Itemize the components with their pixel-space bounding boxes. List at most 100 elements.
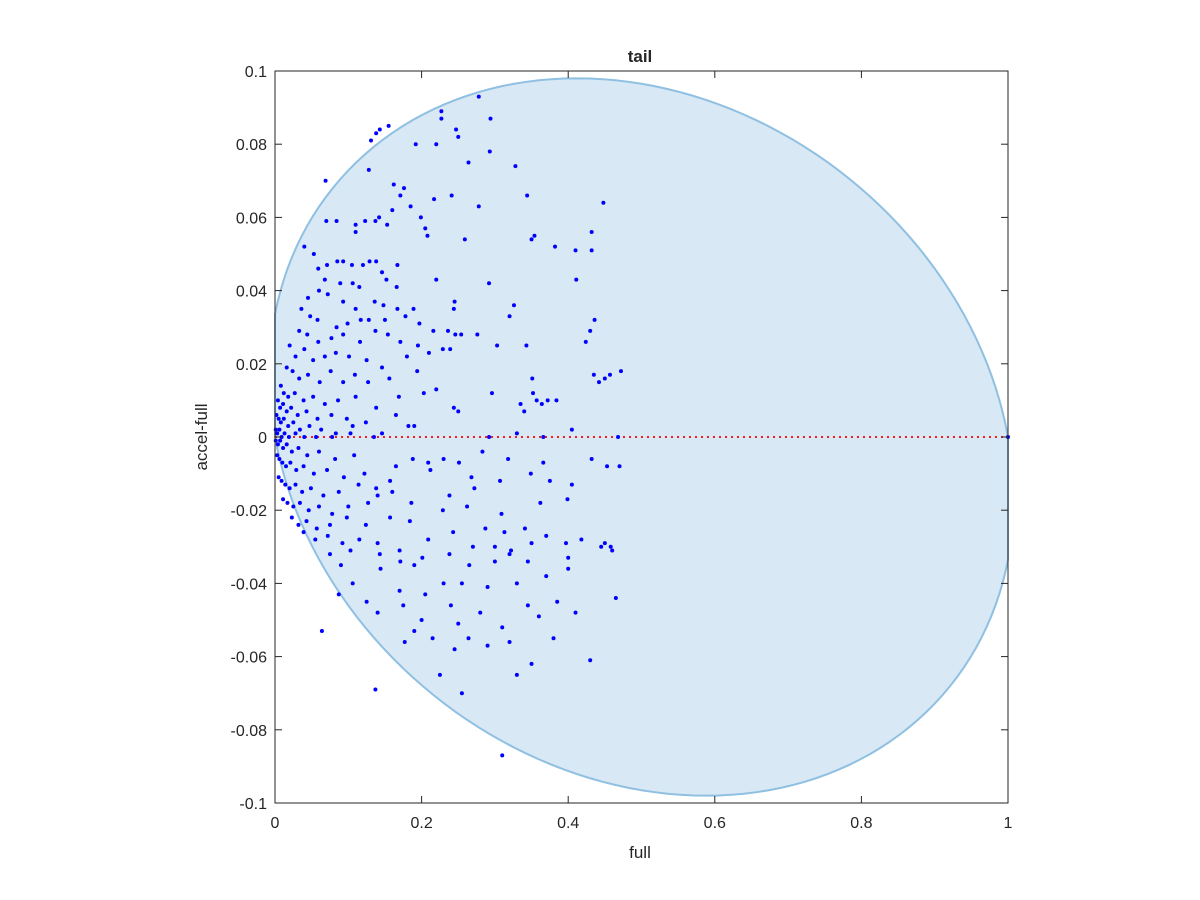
data-point bbox=[544, 533, 549, 538]
data-point bbox=[324, 219, 329, 224]
data-point bbox=[412, 628, 417, 633]
data-point bbox=[421, 391, 426, 396]
data-point bbox=[364, 358, 369, 363]
data-point bbox=[403, 314, 408, 319]
data-point bbox=[390, 489, 395, 494]
data-point bbox=[588, 658, 593, 663]
data-point bbox=[579, 537, 584, 542]
data-point bbox=[592, 317, 597, 322]
data-point bbox=[480, 449, 485, 454]
data-point bbox=[357, 284, 362, 289]
data-point bbox=[478, 610, 483, 615]
data-point bbox=[377, 127, 382, 132]
data-point bbox=[275, 442, 280, 447]
data-point bbox=[363, 219, 368, 224]
data-point bbox=[286, 424, 291, 429]
data-point bbox=[445, 328, 450, 333]
data-point bbox=[469, 475, 474, 480]
data-point bbox=[281, 402, 286, 407]
y-axis-ticks: -0.1 -0.08 -0.06 -0.04 -0.02 0 0.02 0.04 0.06 0.0… bbox=[231, 64, 1008, 813]
data-point bbox=[402, 639, 407, 644]
data-point bbox=[363, 522, 368, 527]
data-point bbox=[385, 332, 390, 337]
data-point bbox=[276, 475, 281, 480]
data-point bbox=[525, 603, 530, 608]
data-point bbox=[573, 610, 578, 615]
data-point bbox=[545, 398, 550, 403]
data-point bbox=[589, 456, 594, 461]
data-point bbox=[483, 526, 488, 531]
data-point bbox=[366, 317, 371, 322]
data-point bbox=[449, 193, 454, 198]
data-point bbox=[366, 380, 371, 385]
data-point bbox=[280, 460, 285, 465]
data-point bbox=[281, 497, 286, 502]
data-point bbox=[448, 603, 453, 608]
data-point bbox=[507, 639, 512, 644]
data-point bbox=[395, 306, 400, 311]
data-point bbox=[301, 464, 306, 469]
data-point bbox=[385, 222, 390, 227]
data-point bbox=[547, 478, 552, 483]
data-point bbox=[281, 416, 286, 421]
data-point bbox=[452, 647, 457, 652]
data-point bbox=[353, 222, 358, 227]
data-point bbox=[333, 431, 338, 436]
data-point bbox=[288, 460, 293, 465]
data-point bbox=[452, 299, 457, 304]
data-point bbox=[348, 548, 353, 553]
x-tick-label: 0.2 bbox=[410, 815, 432, 832]
data-point bbox=[325, 262, 330, 267]
data-point bbox=[456, 621, 461, 626]
data-point bbox=[397, 588, 402, 593]
data-point bbox=[502, 530, 507, 535]
data-point bbox=[304, 409, 309, 414]
data-point bbox=[499, 511, 504, 516]
data-point bbox=[410, 456, 415, 461]
data-point bbox=[374, 405, 379, 410]
data-point bbox=[336, 489, 341, 494]
data-point bbox=[487, 435, 492, 439]
data-point bbox=[327, 552, 332, 557]
data-point bbox=[566, 566, 571, 571]
data-point bbox=[344, 515, 349, 520]
data-point bbox=[423, 226, 428, 231]
data-point bbox=[319, 628, 324, 633]
data-point bbox=[305, 295, 310, 300]
data-point bbox=[412, 563, 417, 568]
data-point bbox=[353, 230, 358, 235]
data-point bbox=[348, 431, 353, 436]
data-point bbox=[293, 482, 298, 487]
data-point bbox=[434, 277, 439, 282]
data-point bbox=[305, 332, 310, 337]
data-point bbox=[291, 420, 296, 425]
data-point bbox=[294, 467, 299, 472]
data-point bbox=[286, 435, 291, 439]
data-point bbox=[278, 405, 283, 410]
data-point bbox=[439, 109, 444, 114]
data-point bbox=[387, 376, 392, 381]
data-point bbox=[350, 581, 355, 586]
data-point bbox=[538, 500, 543, 505]
data-point bbox=[437, 672, 442, 677]
data-point bbox=[325, 292, 330, 297]
data-point bbox=[398, 193, 403, 198]
data-point bbox=[531, 391, 536, 396]
data-point bbox=[273, 438, 278, 443]
data-point bbox=[514, 581, 519, 586]
data-point bbox=[434, 387, 439, 392]
y-tick-label: -0.02 bbox=[231, 503, 268, 520]
data-point bbox=[287, 486, 292, 491]
data-point bbox=[316, 266, 321, 271]
data-point bbox=[459, 581, 464, 586]
data-point bbox=[529, 541, 534, 546]
data-point bbox=[371, 435, 376, 439]
data-point bbox=[293, 431, 298, 436]
data-point bbox=[363, 420, 368, 425]
data-point bbox=[401, 603, 406, 608]
data-point bbox=[289, 515, 294, 520]
data-point bbox=[341, 475, 346, 480]
data-point bbox=[485, 585, 490, 590]
data-point bbox=[293, 354, 298, 359]
data-point bbox=[338, 563, 343, 568]
